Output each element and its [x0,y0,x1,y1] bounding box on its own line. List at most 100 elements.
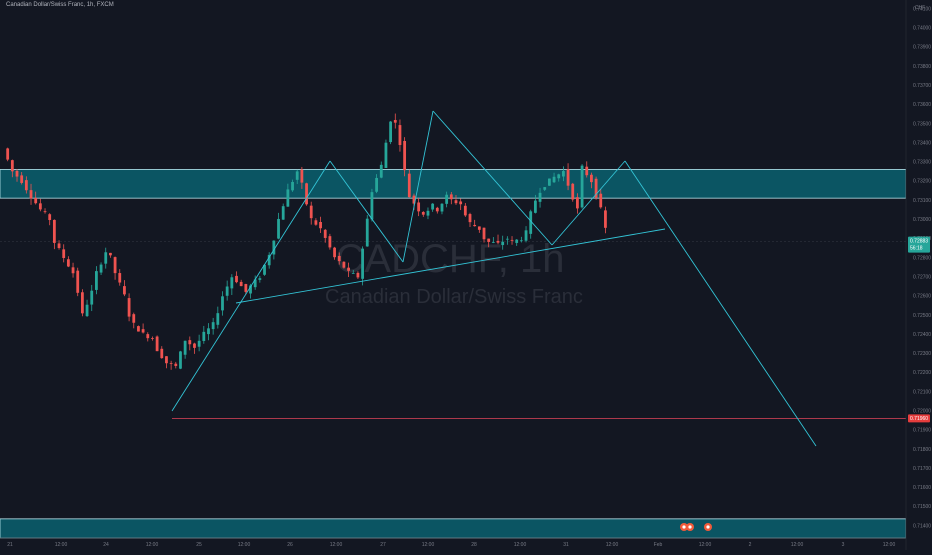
candle [529,209,533,239]
candle-body [562,171,565,177]
time-tick-label: 27 [380,542,386,548]
candle-body [594,178,598,198]
candle-body [459,201,463,205]
candle [230,274,234,296]
price-tick-label: 0.72000 [913,408,931,414]
candle-body [370,192,374,220]
candle-body [515,239,519,243]
candle [604,206,607,234]
time-tick-label: 12:00 [238,542,251,548]
candle [562,166,565,182]
price-tick-label: 0.72100 [913,389,931,395]
time-tick-label: Feb [654,542,663,548]
candle [370,188,374,222]
price-tick-label: 0.73500 [913,121,931,127]
bottom-zone [0,518,907,539]
candle [323,228,327,243]
candle [501,235,505,250]
candle [445,191,449,208]
watermark-name: Canadian Dollar/Swiss Franc [325,286,583,308]
candle-body [188,340,192,345]
candle [300,166,304,189]
candle-body [449,194,453,200]
candle [76,267,80,297]
price-tick-label: 0.73400 [913,140,931,146]
candle-body [277,218,280,239]
candle [183,340,187,359]
candle-body [319,221,322,229]
candle [146,332,150,342]
candle [267,252,271,269]
candle [6,147,10,162]
candle [599,188,603,209]
candle [15,169,19,182]
event-marker-dot [688,525,692,529]
candle [253,275,257,290]
candle [118,269,122,286]
candle-body [76,270,80,293]
price-tick-label: 0.71800 [913,447,931,453]
watermark-symbol: CADCHF, 1h [336,237,565,281]
candle [216,306,220,329]
time-tick-label: 12:00 [422,542,435,548]
candle-body [281,206,285,220]
candle [384,139,388,169]
candle [435,206,439,214]
candle [375,174,378,194]
candle [225,280,229,301]
candle [295,169,299,185]
candle [365,215,369,247]
candle [319,216,322,233]
candle-body [24,180,28,191]
candle [160,346,164,359]
resistance-zone [0,169,907,199]
candle-body [207,328,210,335]
price-tick-label: 0.73100 [913,198,931,204]
candles-group [6,113,607,370]
candle-body [216,313,220,325]
time-tick-label: 12:00 [791,542,804,548]
candle [594,176,598,200]
candle-body [221,296,224,311]
candle [351,270,355,274]
candle [566,163,570,191]
candle [543,186,547,191]
candle-body [440,203,444,212]
candle [179,350,182,370]
candle-body [305,183,308,205]
candle [515,239,519,246]
candle-body [501,241,505,246]
candle-body [179,351,182,369]
candle-body [160,348,164,359]
time-tick-label: 3 [842,542,845,548]
candle [291,179,294,192]
candle-body [445,194,449,204]
candle-body [407,173,411,198]
candle [314,218,318,226]
candle [165,356,168,369]
candle-body [151,338,154,339]
candle-body [193,343,196,348]
price-tick-label: 0.72400 [913,332,931,338]
candle [459,198,463,211]
candle-body [146,334,150,339]
candle [421,211,425,217]
candle-body [286,189,290,207]
candle-body [202,331,206,341]
event-marker-dot [682,525,686,529]
price-tick-label: 0.73200 [913,179,931,185]
time-tick-label: 12:00 [883,542,896,548]
candle [473,219,477,227]
price-tick-label: 0.71700 [913,466,931,472]
candle-body [80,292,84,314]
candle [155,335,159,352]
candle [482,227,486,243]
candle [277,212,280,240]
candle-body [244,284,248,292]
candle [239,279,243,287]
candle [407,169,411,198]
candle-body [454,200,458,204]
candle [510,236,514,245]
candle-body [165,356,168,364]
